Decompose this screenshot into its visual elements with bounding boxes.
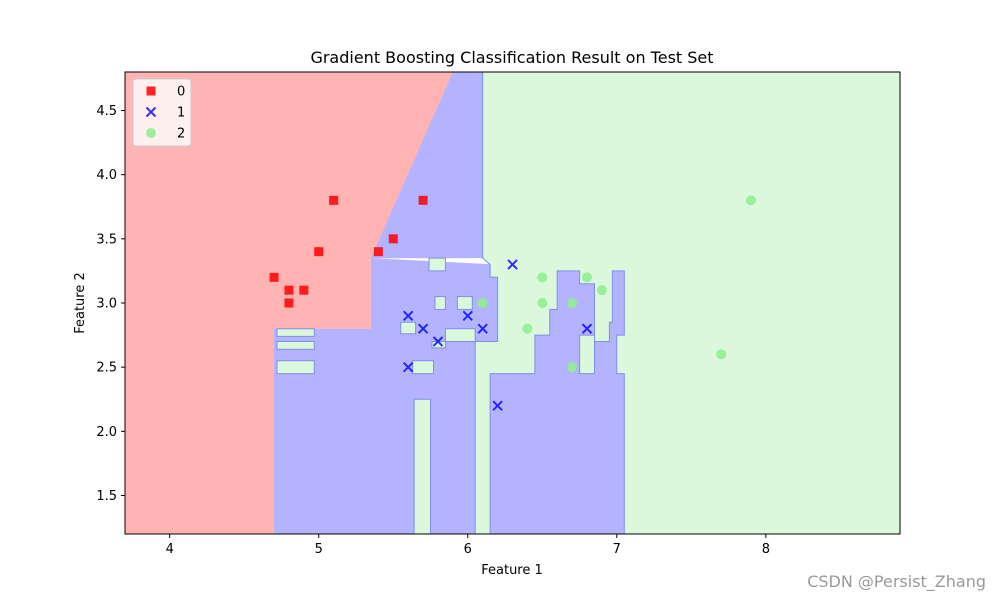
y-tick-label: 2.0 <box>96 425 117 440</box>
legend-label-1: 1 <box>177 106 185 121</box>
legend-marker-0 <box>146 86 156 96</box>
legend-label-0: 0 <box>177 85 185 100</box>
x-tick-label: 5 <box>315 542 323 557</box>
watermark: CSDN @Persist_Zhang <box>807 572 986 591</box>
point-class-2-7 <box>596 285 607 296</box>
point-class-1-7 <box>507 259 518 270</box>
region-class2-9 <box>456 296 473 310</box>
y-axis-ticks: 1.5 2.0 2.5 3.0 3.5 4.0 4.5 <box>96 104 125 504</box>
point-class-1-4 <box>462 310 473 322</box>
point-class-2-9 <box>745 195 756 206</box>
point-class-1-8 <box>581 323 593 334</box>
point-class-0-8 <box>418 195 428 205</box>
point-class-1-6 <box>492 400 503 411</box>
point-class-1-3 <box>432 336 444 347</box>
region-class2-1 <box>276 328 315 337</box>
point-class-0-2 <box>284 298 294 308</box>
y-tick-label: 3.5 <box>96 232 117 247</box>
point-class-2-6 <box>582 272 593 283</box>
point-class-2-0 <box>477 298 488 308</box>
x-tick-label: 4 <box>166 542 174 557</box>
point-class-0-1 <box>284 285 294 295</box>
legend-label-2: 2 <box>177 127 185 142</box>
y-tick-label: 4.0 <box>96 168 117 183</box>
x-tick-label: 6 <box>464 542 472 557</box>
region-class2-11 <box>579 334 595 375</box>
y-tick-label: 1.5 <box>96 489 117 504</box>
chart-title: Gradient Boosting Classification Result … <box>310 48 713 67</box>
region-class2-2 <box>276 341 315 350</box>
point-class-1-1 <box>402 361 414 373</box>
point-class-0-4 <box>314 247 324 257</box>
point-class-2-5 <box>567 362 578 373</box>
decision-regions <box>125 72 900 534</box>
y-tick-label: 3.0 <box>96 297 117 312</box>
region-class2-3 <box>276 360 315 375</box>
legend-marker-1 <box>145 106 157 118</box>
x-axis-ticks: 4 5 6 7 8 <box>166 534 770 557</box>
data-points <box>269 195 756 411</box>
legend: 0 1 2 <box>132 78 192 147</box>
y-tick-label: 2.5 <box>96 361 117 376</box>
point-class-1-0 <box>402 310 414 322</box>
region-class2-10 <box>431 328 476 349</box>
region-class2-6 <box>400 321 417 335</box>
legend-marker-2 <box>146 128 156 138</box>
point-class-1-2 <box>417 323 429 334</box>
point-class-0-3 <box>299 285 309 295</box>
point-class-0-7 <box>388 234 398 244</box>
y-axis-label: Feature 2 <box>73 272 88 334</box>
region-class2-0 <box>474 72 900 534</box>
point-class-2-8 <box>716 349 727 360</box>
region-class2-7 <box>428 257 446 272</box>
point-class-0-5 <box>329 195 339 205</box>
point-class-2-1 <box>522 323 533 334</box>
point-class-2-4 <box>567 298 578 308</box>
point-class-0-0 <box>269 272 279 282</box>
x-tick-label: 8 <box>762 542 770 557</box>
point-class-2-2 <box>537 272 548 283</box>
legend-box <box>132 78 192 147</box>
region-class1-0 <box>274 72 625 534</box>
region-class2-8 <box>434 296 446 310</box>
y-tick-label: 4.5 <box>96 104 117 119</box>
x-axis-label: Feature 1 <box>481 563 543 578</box>
region-class2-4 <box>412 360 434 375</box>
point-class-1-5 <box>477 323 488 334</box>
point-class-0-6 <box>373 247 383 257</box>
region-class2-5 <box>413 398 431 534</box>
x-tick-label: 7 <box>613 542 621 557</box>
point-class-2-3 <box>537 298 548 308</box>
